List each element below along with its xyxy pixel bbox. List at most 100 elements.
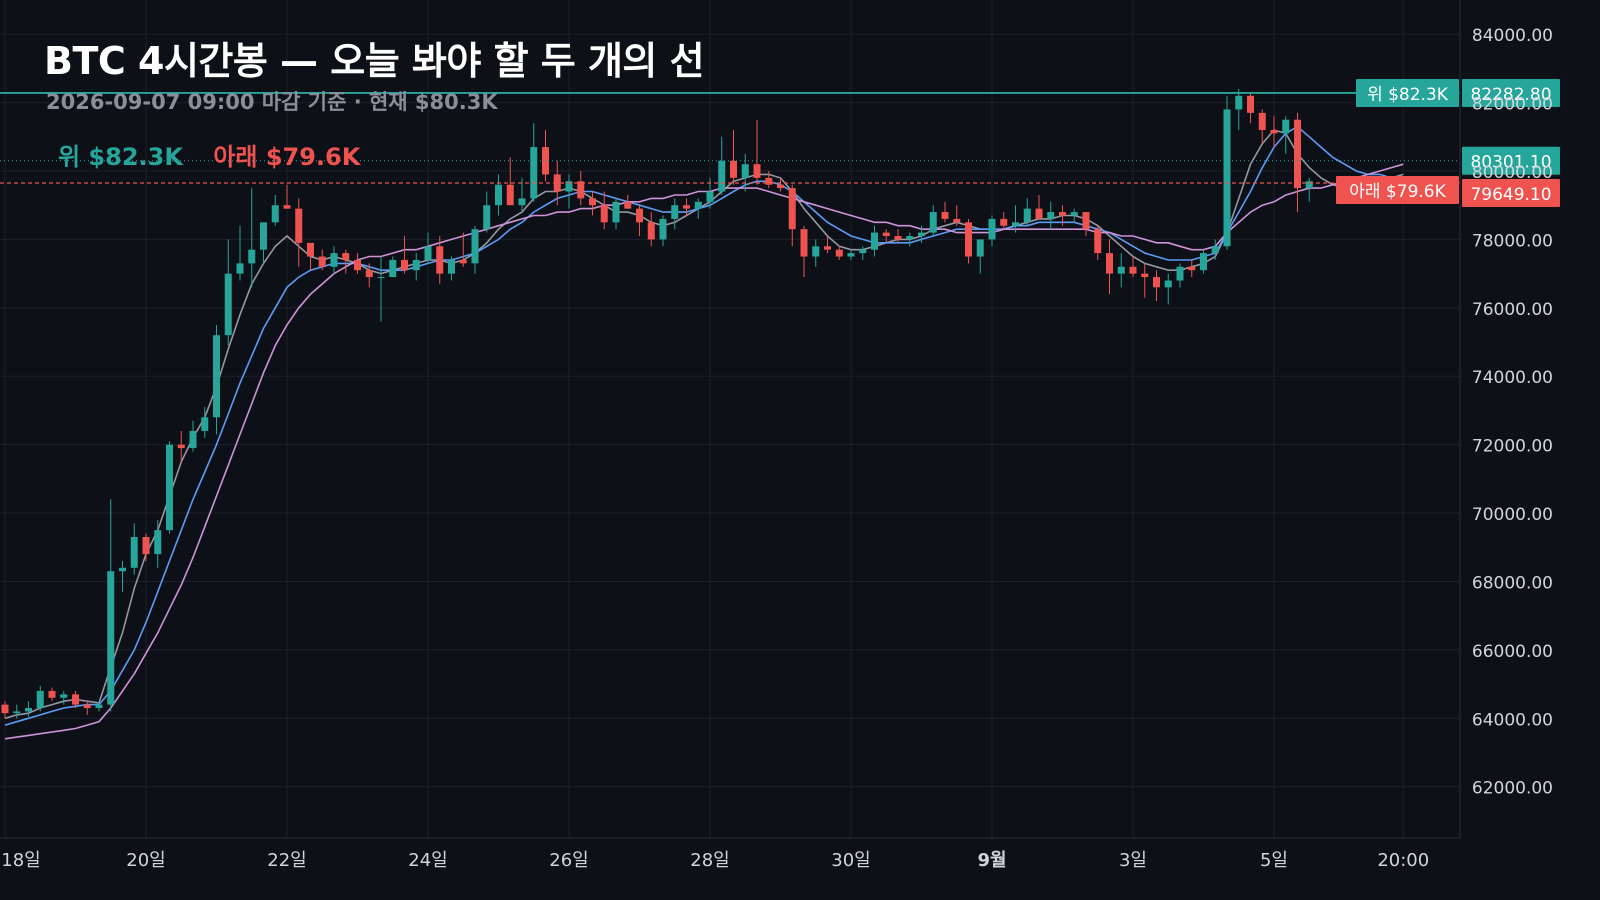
upper-price-label-text: 82282.80 bbox=[1470, 85, 1551, 105]
candle-body bbox=[377, 277, 385, 279]
candle-body bbox=[1211, 246, 1219, 254]
candle-body bbox=[1012, 222, 1019, 226]
candle bbox=[471, 225, 479, 274]
x-tick-label: 20:00 bbox=[1377, 850, 1429, 871]
current-price-label: 80301.10 bbox=[1462, 146, 1560, 175]
candle bbox=[765, 171, 773, 189]
candle bbox=[1059, 205, 1066, 226]
candle-body bbox=[248, 249, 256, 264]
candle-body bbox=[941, 212, 949, 219]
candles bbox=[1, 88, 1313, 719]
candle bbox=[918, 225, 925, 243]
candle-body bbox=[706, 191, 714, 202]
candle bbox=[647, 212, 655, 247]
x-tick-label: 22일 bbox=[267, 850, 306, 871]
candle-body bbox=[542, 147, 549, 175]
candle-body bbox=[1070, 212, 1078, 216]
candle bbox=[659, 215, 667, 247]
axes: 62000.00 64000.00 66000.00 68000.00 70000.00… bbox=[0, 0, 1553, 871]
y-tick-label: 72000.00 bbox=[1472, 437, 1553, 457]
candle bbox=[553, 160, 561, 206]
candle bbox=[260, 222, 267, 264]
candle bbox=[459, 232, 467, 267]
candle bbox=[1000, 212, 1008, 230]
candle-body bbox=[483, 205, 491, 230]
candle bbox=[577, 171, 585, 206]
candle bbox=[671, 198, 679, 230]
candle-body bbox=[354, 259, 361, 271]
candle-body bbox=[412, 259, 420, 271]
candle-body bbox=[918, 232, 925, 237]
candle bbox=[1247, 92, 1254, 124]
candle bbox=[166, 441, 173, 534]
candle-body bbox=[882, 232, 890, 237]
candle bbox=[882, 229, 890, 243]
x-tick-label: 30일 bbox=[831, 850, 870, 871]
moving-averages bbox=[4, 125, 1404, 740]
candle bbox=[213, 324, 220, 435]
candle-body bbox=[765, 177, 773, 185]
candle bbox=[800, 225, 808, 278]
candle-body bbox=[859, 249, 867, 254]
candle bbox=[1258, 109, 1266, 144]
candle bbox=[1, 701, 9, 719]
candle bbox=[812, 239, 820, 267]
candle-body bbox=[671, 205, 679, 219]
candle bbox=[835, 246, 843, 260]
candle bbox=[483, 191, 491, 233]
candle-body bbox=[424, 246, 432, 260]
candle bbox=[48, 687, 56, 702]
candle-body bbox=[1129, 266, 1137, 274]
candle-body bbox=[530, 147, 538, 199]
candle-body bbox=[1294, 119, 1301, 189]
legend-lower: 아래 $79.6K bbox=[213, 143, 361, 171]
candle-body bbox=[201, 417, 209, 431]
candle bbox=[354, 253, 361, 274]
candle bbox=[859, 246, 867, 260]
candle bbox=[330, 246, 338, 274]
x-tick-label: 26일 bbox=[549, 850, 588, 871]
candle bbox=[941, 201, 949, 223]
chart-title: BTC 4시간봉 — 오늘 봐야 할 두 개의 선 bbox=[44, 39, 705, 83]
candle-body bbox=[1094, 229, 1102, 254]
candle-body bbox=[953, 218, 961, 223]
candle-body bbox=[318, 256, 326, 267]
candle-body bbox=[753, 164, 761, 178]
candle bbox=[342, 249, 350, 274]
candle bbox=[824, 236, 831, 254]
ma-line-ma_fast bbox=[4, 129, 1404, 720]
candle bbox=[565, 174, 573, 209]
candle-body bbox=[295, 208, 303, 243]
x-tick-label: 24일 bbox=[408, 850, 447, 871]
candle bbox=[988, 215, 996, 247]
candle bbox=[495, 174, 502, 216]
y-tick-label: 78000.00 bbox=[1472, 231, 1553, 251]
candle-body bbox=[929, 212, 937, 233]
candle-body bbox=[1247, 95, 1254, 113]
y-tick-label: 80000.00 bbox=[1472, 163, 1553, 183]
candle-body bbox=[518, 198, 526, 206]
y-tick-label: 68000.00 bbox=[1472, 573, 1553, 593]
candle-body bbox=[177, 444, 185, 449]
lower-level-tag: 아래 $79.6K bbox=[1336, 176, 1459, 205]
candle-body bbox=[1035, 208, 1043, 219]
candle bbox=[694, 198, 702, 219]
candle bbox=[683, 198, 690, 216]
candle bbox=[1305, 177, 1313, 202]
candle bbox=[871, 225, 878, 257]
lower-level-tag-text: 아래 $79.6K bbox=[1349, 182, 1446, 202]
x-tick-label: 20일 bbox=[126, 850, 165, 871]
candle bbox=[589, 191, 596, 216]
candle bbox=[718, 136, 726, 195]
candle bbox=[107, 499, 115, 712]
candle-body bbox=[389, 259, 397, 278]
candle bbox=[753, 119, 761, 185]
candle-body bbox=[436, 246, 444, 274]
candle-body bbox=[988, 218, 996, 240]
candle-body bbox=[730, 160, 737, 178]
candle bbox=[1035, 194, 1043, 219]
candle bbox=[36, 685, 44, 712]
price-levels: 위 $82.3K 아래 $79.6K 82282.80 80301.10 79649.1… bbox=[0, 78, 1560, 208]
candle-body bbox=[1106, 253, 1113, 274]
